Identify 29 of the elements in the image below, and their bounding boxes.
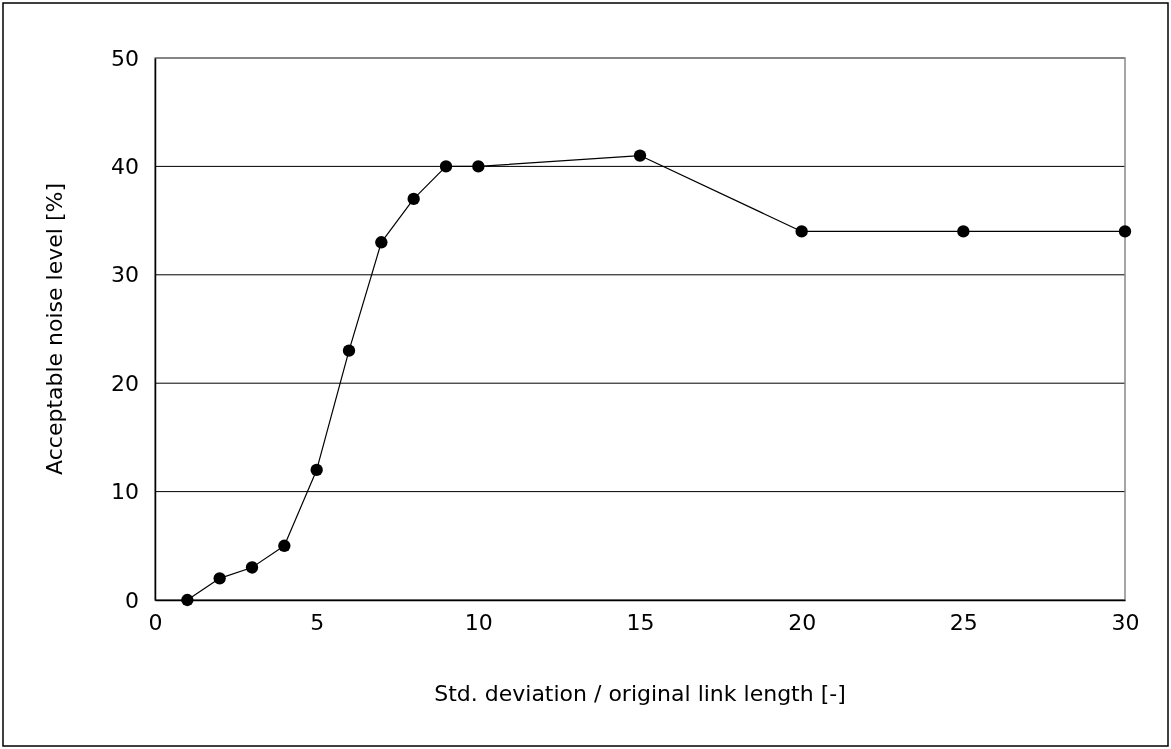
point	[1118, 225, 1132, 238]
y-tick-label: 0	[125, 587, 139, 613]
x-axis-title: Std. deviation / original link length [-]	[434, 681, 846, 706]
point	[181, 593, 194, 607]
point	[795, 225, 808, 238]
point	[633, 149, 647, 162]
point	[472, 160, 485, 173]
y-axis-title: Acceptable noise level [%]	[42, 183, 67, 475]
point	[213, 572, 226, 585]
point	[310, 463, 323, 477]
point	[278, 539, 291, 552]
x-tick-label: 15	[626, 609, 655, 635]
y-tick-label: 20	[111, 370, 139, 396]
point	[957, 225, 970, 238]
x-tick-label: 0	[148, 609, 163, 635]
x-tick-label: 10	[464, 609, 493, 635]
x-tick-label: 30	[1111, 609, 1140, 635]
point	[342, 344, 356, 357]
point	[375, 236, 388, 249]
y-tick-label: 40	[111, 153, 139, 179]
x-tick-label: 5	[310, 609, 325, 635]
y-tick-label: 30	[111, 262, 139, 288]
point	[245, 561, 259, 574]
y-tick-label: 50	[111, 45, 139, 71]
x-tick-label: 20	[788, 609, 817, 635]
point	[439, 160, 453, 173]
x-tick-label: 25	[949, 609, 978, 635]
point	[407, 192, 420, 206]
y-tick-label: 10	[111, 479, 139, 505]
